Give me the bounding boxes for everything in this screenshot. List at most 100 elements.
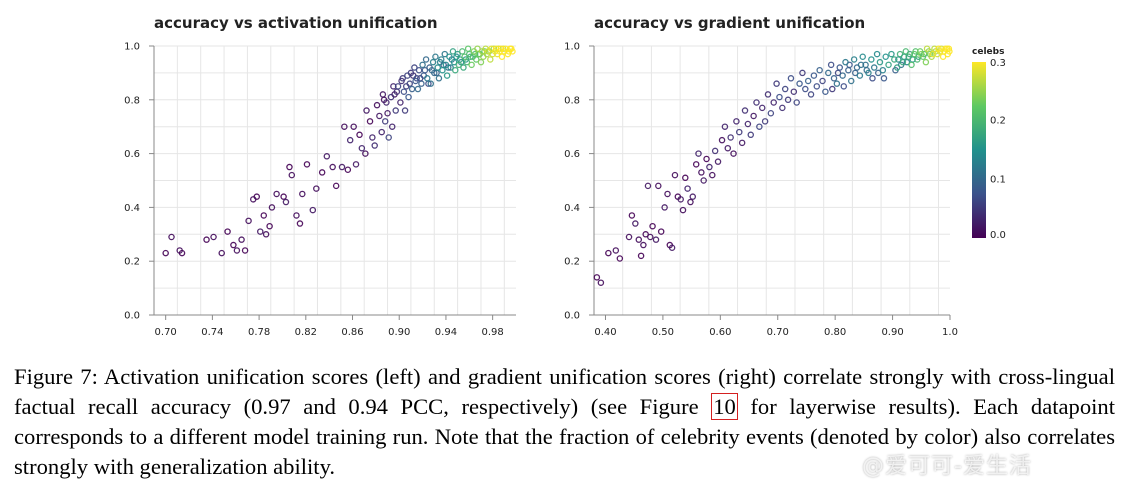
scatter-point (434, 64, 442, 71)
scatter-point (635, 236, 643, 243)
scatter-point (405, 93, 412, 101)
scatter-point (770, 99, 777, 106)
y-tick-label: 0.6 (124, 149, 140, 160)
scatter-point (432, 53, 439, 61)
scatter-point (346, 136, 354, 144)
scatter-point (421, 66, 429, 74)
scatter-point (721, 123, 729, 130)
scatter-point (637, 252, 645, 260)
scatter-point (684, 185, 691, 192)
scatter-point (744, 120, 752, 128)
scatter-point (461, 53, 468, 61)
scatter-point (344, 166, 352, 173)
scatter-point (323, 153, 331, 160)
colorbar-tick-label: 0.0 (990, 230, 1006, 241)
right-axis: 0.0 0.2 0.4 0.6 0.8 1.0 0.40 0.50 0.60 0.70 0.80 0.… (564, 42, 958, 339)
scatter-point (381, 118, 389, 125)
scatter-point (698, 169, 705, 176)
scatter-point (724, 144, 732, 152)
scatter-point (738, 139, 746, 147)
scatter-point (868, 56, 875, 63)
scatter-point (419, 61, 426, 69)
x-tick-label: 0.70 (155, 327, 177, 338)
scatter-point (804, 77, 812, 85)
x-tick-label: 0.60 (709, 327, 731, 338)
scatter-point (168, 233, 175, 241)
scatter-point (668, 244, 676, 251)
scatter-point (879, 66, 887, 74)
scatter-point (358, 144, 366, 152)
scatter-point (802, 85, 809, 93)
scatter-point (905, 53, 912, 61)
scatter-point (241, 247, 249, 254)
scatter-point (819, 77, 826, 85)
scatter-point (392, 107, 399, 114)
scatter-point (845, 66, 852, 74)
scatter-point (644, 182, 652, 190)
colorbar: celebs 0.3 0.2 0.1 0.0 (972, 47, 1006, 241)
scatter-point (935, 45, 942, 52)
scatter-point (642, 231, 649, 238)
x-tick-label: 0.74 (201, 327, 223, 338)
scatter-point (273, 190, 280, 198)
scatter-point (899, 58, 907, 66)
scatter-point (401, 107, 409, 114)
y-tick-label: 1.0 (124, 42, 140, 53)
left-panel: accuracy vs activation unification 0.00.… (124, 14, 516, 338)
scatter-point (711, 147, 719, 155)
scatter-point (628, 212, 636, 219)
x-tick-label: 0.98 (482, 327, 504, 338)
scatter-point (682, 174, 689, 182)
scatter-point (882, 53, 889, 61)
figure-ref-link[interactable]: 10 (711, 393, 738, 420)
scatter-point (834, 69, 842, 77)
y-tick-label: 0.2 (124, 257, 140, 268)
scatter-point (350, 123, 357, 130)
scatter-point (747, 131, 755, 139)
scatter-point (703, 155, 710, 163)
scatter-point (893, 64, 901, 71)
x-tick-label: 0.82 (295, 327, 317, 338)
x-tick-label: 0.90 (388, 327, 410, 338)
scatter-point (378, 128, 385, 136)
scatter-point (224, 228, 231, 235)
scatter-point (895, 56, 902, 63)
right-panel: accuracy vs gradient unification 0.00.20… (564, 14, 958, 338)
caption-part-1: Figure 7: Activation unification scores … (14, 364, 1115, 419)
scatter-point (446, 53, 453, 61)
scatter-point (891, 56, 898, 63)
x-tick-label: 0.86 (341, 327, 363, 338)
scatter-point (376, 112, 383, 120)
scatter-point (687, 198, 694, 206)
scatter-point (661, 204, 668, 211)
scatter-point (435, 75, 443, 82)
x-tick-label: 0.78 (248, 327, 270, 338)
scatter-point (727, 134, 734, 141)
scatter-point (454, 50, 461, 58)
scatter-point (779, 104, 786, 112)
scatter-point (257, 228, 264, 235)
scatter-point (859, 53, 866, 61)
scatter-point (404, 72, 411, 79)
scatter-point (303, 161, 311, 168)
scatter-point (852, 69, 859, 77)
scatter-point (296, 220, 304, 227)
scatter-point (640, 241, 647, 249)
scatter-point (210, 233, 217, 241)
scatter-point (384, 110, 391, 117)
scatter-point (162, 249, 169, 257)
scatter-point (625, 233, 633, 241)
scatter-point (923, 45, 931, 52)
scatter-point (373, 101, 381, 109)
colorbar-title: celebs (972, 47, 1004, 57)
scatter-point (655, 182, 662, 190)
scatter-point (810, 72, 818, 79)
scatter-point (238, 236, 245, 243)
scatter-point (203, 236, 210, 243)
scatter-point (730, 150, 737, 157)
scatter-point (750, 112, 757, 120)
scatter-point (677, 196, 684, 203)
scatter-point (825, 69, 832, 77)
scatter-point (477, 58, 485, 66)
scatter-point (664, 190, 671, 198)
